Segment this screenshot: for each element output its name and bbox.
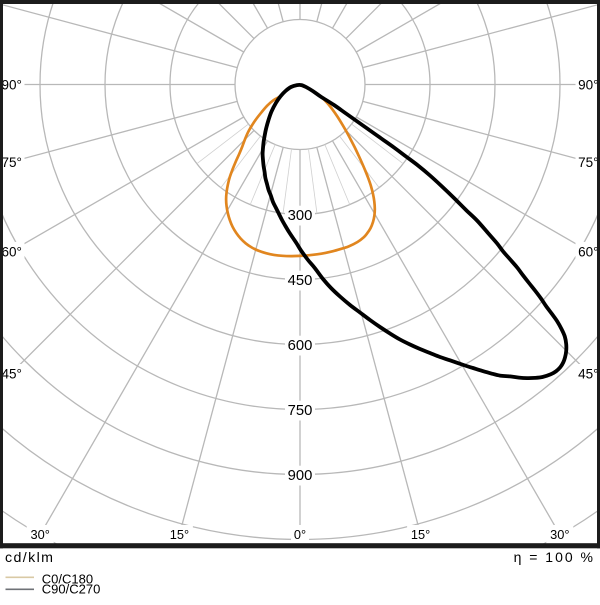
svg-text:300: 300 (288, 208, 313, 224)
svg-text:90°: 90° (2, 77, 22, 92)
svg-text:0°: 0° (294, 527, 306, 542)
svg-text:60°: 60° (578, 244, 598, 259)
svg-text:900: 900 (288, 468, 313, 484)
svg-text:90°: 90° (578, 77, 598, 92)
svg-text:30°: 30° (550, 527, 569, 542)
svg-text:60°: 60° (2, 244, 22, 259)
svg-text:600: 600 (288, 338, 313, 354)
svg-text:75°: 75° (578, 155, 598, 170)
svg-text:75°: 75° (2, 155, 22, 170)
svg-text:45°: 45° (578, 366, 598, 381)
svg-text:45°: 45° (2, 366, 22, 381)
svg-text:30°: 30° (31, 527, 50, 542)
svg-text:450: 450 (288, 273, 313, 289)
svg-text:15°: 15° (170, 527, 189, 542)
svg-text:C90/C270: C90/C270 (42, 581, 101, 596)
svg-text:15°: 15° (411, 527, 430, 542)
svg-text:η = 100 %: η = 100 % (514, 549, 595, 565)
svg-text:750: 750 (288, 403, 313, 419)
svg-text:cd/klm: cd/klm (5, 550, 54, 566)
